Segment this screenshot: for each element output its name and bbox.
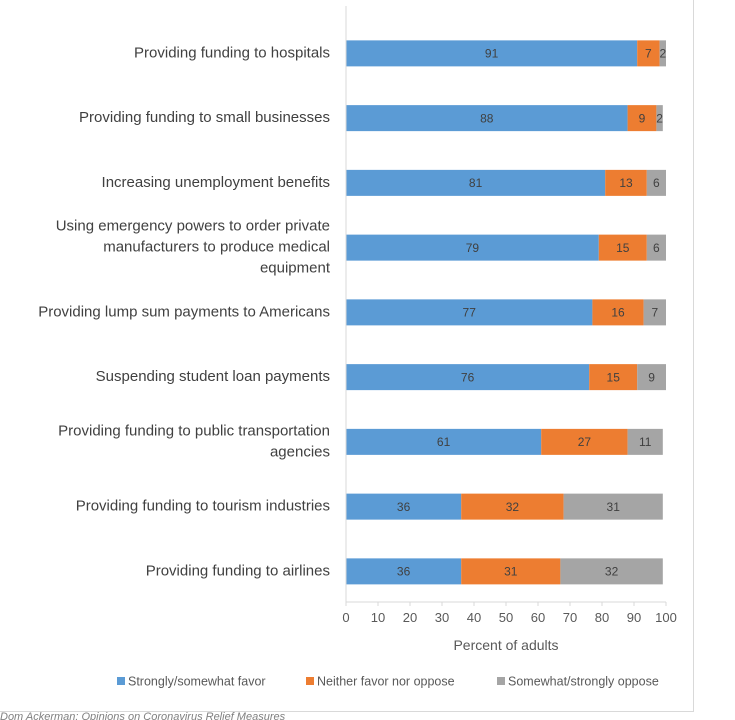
data-label: 36 bbox=[397, 565, 411, 579]
data-label: 13 bbox=[619, 176, 633, 190]
bar-segment bbox=[627, 105, 657, 132]
category-label: Using emergency powers to order private bbox=[56, 218, 330, 235]
data-label: 81 bbox=[469, 176, 483, 190]
bar-segment bbox=[346, 234, 599, 261]
bar-segment bbox=[461, 493, 564, 520]
bar-segment bbox=[659, 40, 666, 67]
data-label: 9 bbox=[648, 370, 655, 384]
bar-segment bbox=[346, 105, 628, 132]
data-label: 15 bbox=[616, 241, 630, 255]
bar-segment bbox=[592, 299, 644, 326]
category-label: manufacturers to produce medical bbox=[103, 239, 330, 256]
x-tick-label: 70 bbox=[563, 610, 577, 625]
bar-segment bbox=[656, 105, 663, 132]
bar-segment bbox=[637, 364, 666, 391]
legend-swatch bbox=[117, 677, 125, 685]
bar-segment bbox=[346, 428, 542, 455]
data-label: 11 bbox=[639, 435, 652, 449]
category-label: Providing funding to public transportati… bbox=[58, 422, 330, 439]
bar-segment bbox=[643, 299, 666, 326]
bar-segment bbox=[346, 558, 462, 585]
x-tick-label: 80 bbox=[595, 610, 609, 625]
category-label: agencies bbox=[270, 443, 330, 460]
x-tick-label: 100 bbox=[655, 610, 677, 625]
data-label: 77 bbox=[463, 306, 477, 320]
stacked-bar-chart: Providing funding to hospitals 91 7 2Provid… bbox=[38, 6, 677, 688]
category-label: Providing funding to small businesses bbox=[79, 109, 330, 126]
bar-segment bbox=[346, 364, 590, 391]
bar-segment bbox=[346, 40, 638, 67]
bar-segment bbox=[598, 234, 647, 261]
x-tick-label: 30 bbox=[435, 610, 449, 625]
data-label: 32 bbox=[506, 500, 520, 514]
data-label: 16 bbox=[611, 306, 625, 320]
data-label: 7 bbox=[651, 306, 658, 320]
data-label: 91 bbox=[485, 47, 499, 61]
x-tick-label: 20 bbox=[403, 610, 417, 625]
x-tick-label: 50 bbox=[499, 610, 513, 625]
x-tick-label: 10 bbox=[371, 610, 385, 625]
data-label: 2 bbox=[659, 47, 666, 61]
category-label: Providing lump sum payments to Americans bbox=[38, 303, 330, 320]
legend-swatch bbox=[306, 677, 314, 685]
bar-segment bbox=[461, 558, 561, 585]
legend-entry: Neither favor nor oppose bbox=[317, 674, 455, 688]
data-label: 36 bbox=[397, 500, 411, 514]
bar-segment bbox=[627, 428, 663, 455]
data-label: 2 bbox=[656, 111, 663, 125]
data-label: 79 bbox=[466, 241, 480, 255]
bar-segment bbox=[646, 234, 666, 261]
x-tick-label: 40 bbox=[467, 610, 481, 625]
bar-segment bbox=[589, 364, 638, 391]
data-label: 88 bbox=[480, 111, 494, 125]
data-label: 32 bbox=[605, 565, 619, 579]
chart-caption: Dom Ackerman: Opinions on Coronavirus Re… bbox=[0, 712, 286, 720]
category-label: Providing funding to hospitals bbox=[134, 44, 330, 61]
legend-entry: Strongly/somewhat favor bbox=[128, 674, 266, 688]
data-label: 31 bbox=[504, 565, 518, 579]
bar-segment bbox=[346, 169, 606, 196]
bar-segment bbox=[541, 428, 628, 455]
bar-segment bbox=[637, 40, 660, 67]
x-tick-label: 0 bbox=[342, 610, 349, 625]
data-label: 76 bbox=[461, 370, 475, 384]
bar-segment bbox=[563, 493, 663, 520]
bar-segment bbox=[560, 558, 663, 585]
data-label: 15 bbox=[607, 370, 621, 384]
category-label: equipment bbox=[260, 260, 331, 277]
bar-segment bbox=[605, 169, 647, 196]
legend-swatch bbox=[497, 677, 505, 685]
bar-segment bbox=[346, 493, 462, 520]
data-label: 31 bbox=[607, 500, 621, 514]
data-label: 27 bbox=[578, 435, 592, 449]
category-label: Increasing unemployment benefits bbox=[102, 174, 330, 191]
category-label: Providing funding to airlines bbox=[146, 562, 330, 579]
data-label: 6 bbox=[653, 176, 660, 190]
legend-entry: Somewhat/strongly oppose bbox=[508, 674, 659, 688]
data-label: 7 bbox=[645, 47, 652, 61]
x-tick-label: 90 bbox=[627, 610, 641, 625]
category-label: Providing funding to tourism industries bbox=[76, 498, 330, 515]
data-label: 6 bbox=[653, 241, 660, 255]
x-tick-label: 60 bbox=[531, 610, 545, 625]
x-axis-title: Percent of adults bbox=[453, 637, 558, 653]
bar-segment bbox=[646, 169, 666, 196]
chart-frame: Providing funding to hospitals 91 7 2 Provid… bbox=[0, 0, 694, 712]
bar-segment bbox=[346, 299, 593, 326]
data-label: 61 bbox=[437, 435, 451, 449]
data-label: 9 bbox=[639, 111, 646, 125]
category-label: Suspending student loan payments bbox=[96, 368, 330, 385]
